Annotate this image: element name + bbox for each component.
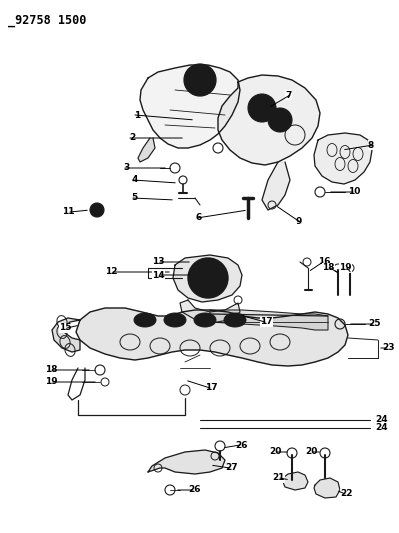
Polygon shape bbox=[262, 162, 290, 210]
Ellipse shape bbox=[164, 313, 186, 327]
Text: 15: 15 bbox=[59, 324, 72, 333]
Text: 25: 25 bbox=[368, 319, 381, 328]
Text: 13: 13 bbox=[152, 257, 165, 266]
Text: 19: 19 bbox=[45, 377, 58, 386]
Text: 1: 1 bbox=[134, 110, 140, 119]
Text: 11: 11 bbox=[63, 207, 75, 216]
Circle shape bbox=[191, 71, 209, 89]
Polygon shape bbox=[314, 478, 340, 498]
Text: 5: 5 bbox=[132, 193, 138, 203]
Ellipse shape bbox=[194, 313, 216, 327]
Text: 9: 9 bbox=[295, 217, 301, 227]
Circle shape bbox=[268, 108, 292, 132]
Polygon shape bbox=[314, 133, 372, 184]
Text: 6: 6 bbox=[196, 214, 202, 222]
Ellipse shape bbox=[134, 313, 156, 327]
Text: 24: 24 bbox=[375, 424, 387, 432]
Polygon shape bbox=[210, 310, 328, 330]
Text: 26: 26 bbox=[235, 440, 247, 449]
Text: 21: 21 bbox=[273, 473, 285, 482]
Polygon shape bbox=[76, 308, 348, 366]
Polygon shape bbox=[148, 450, 225, 474]
Text: 18: 18 bbox=[45, 366, 58, 375]
Text: 16: 16 bbox=[318, 257, 330, 266]
Polygon shape bbox=[218, 75, 320, 165]
Circle shape bbox=[248, 94, 276, 122]
Text: 12: 12 bbox=[105, 268, 118, 277]
Ellipse shape bbox=[224, 313, 246, 327]
Polygon shape bbox=[283, 472, 308, 490]
Text: 17: 17 bbox=[205, 384, 217, 392]
Text: 27: 27 bbox=[225, 464, 238, 472]
Text: 8: 8 bbox=[368, 141, 374, 149]
Text: 4: 4 bbox=[132, 175, 138, 184]
Polygon shape bbox=[180, 300, 240, 323]
Circle shape bbox=[188, 258, 228, 298]
Text: 14: 14 bbox=[152, 271, 165, 279]
Text: 2: 2 bbox=[129, 133, 135, 142]
Text: _92758 1500: _92758 1500 bbox=[8, 14, 86, 27]
Text: 22: 22 bbox=[340, 489, 352, 498]
Circle shape bbox=[90, 203, 104, 217]
Text: 18: 18 bbox=[322, 263, 335, 272]
Text: 19: 19 bbox=[340, 263, 352, 272]
Polygon shape bbox=[140, 65, 240, 148]
Circle shape bbox=[196, 266, 220, 290]
Text: 24: 24 bbox=[375, 416, 387, 424]
Polygon shape bbox=[52, 318, 80, 352]
Polygon shape bbox=[138, 138, 155, 162]
Polygon shape bbox=[173, 255, 242, 302]
Text: 23: 23 bbox=[382, 343, 395, 352]
Text: 17: 17 bbox=[260, 318, 273, 327]
Text: 20: 20 bbox=[306, 448, 318, 456]
Text: 3: 3 bbox=[124, 164, 130, 173]
Circle shape bbox=[184, 64, 216, 96]
Text: 10: 10 bbox=[348, 188, 360, 197]
Text: 26: 26 bbox=[188, 486, 201, 495]
Text: 7: 7 bbox=[285, 91, 291, 100]
Text: 20: 20 bbox=[270, 448, 282, 456]
